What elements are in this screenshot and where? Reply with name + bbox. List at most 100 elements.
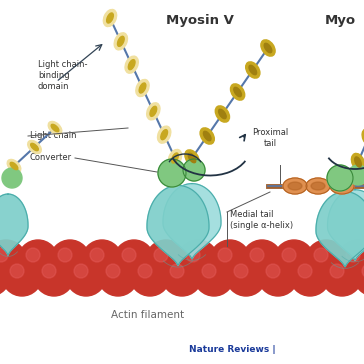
Circle shape xyxy=(354,256,364,296)
Polygon shape xyxy=(328,190,364,260)
Circle shape xyxy=(218,248,232,262)
Circle shape xyxy=(266,264,280,278)
Circle shape xyxy=(258,256,298,296)
Ellipse shape xyxy=(169,150,182,167)
Ellipse shape xyxy=(28,141,41,154)
Circle shape xyxy=(2,168,22,188)
Ellipse shape xyxy=(7,159,21,173)
Circle shape xyxy=(58,248,72,262)
Ellipse shape xyxy=(172,153,178,163)
Ellipse shape xyxy=(261,40,275,56)
Circle shape xyxy=(34,256,74,296)
Circle shape xyxy=(158,159,186,187)
Ellipse shape xyxy=(283,178,307,194)
Circle shape xyxy=(226,256,266,296)
Circle shape xyxy=(186,248,200,262)
Ellipse shape xyxy=(125,56,138,73)
Ellipse shape xyxy=(128,60,135,70)
Text: Myosin V: Myosin V xyxy=(166,14,234,27)
Text: Converter: Converter xyxy=(30,154,72,162)
Circle shape xyxy=(42,264,56,278)
Circle shape xyxy=(210,240,250,280)
Ellipse shape xyxy=(188,153,196,163)
Ellipse shape xyxy=(147,103,160,120)
Circle shape xyxy=(26,248,40,262)
Circle shape xyxy=(170,264,184,278)
Polygon shape xyxy=(0,194,28,255)
Circle shape xyxy=(138,264,152,278)
Circle shape xyxy=(330,264,344,278)
Circle shape xyxy=(314,248,328,262)
Ellipse shape xyxy=(311,182,325,190)
Ellipse shape xyxy=(114,33,127,50)
Text: Light chain: Light chain xyxy=(30,131,76,139)
Ellipse shape xyxy=(51,124,59,132)
Ellipse shape xyxy=(161,130,167,140)
Ellipse shape xyxy=(335,182,349,190)
Circle shape xyxy=(10,264,24,278)
Ellipse shape xyxy=(200,128,214,144)
Ellipse shape xyxy=(264,43,272,53)
Circle shape xyxy=(154,248,168,262)
Circle shape xyxy=(282,248,296,262)
Text: Nature Reviews |: Nature Reviews | xyxy=(189,345,275,354)
Circle shape xyxy=(327,165,353,191)
Ellipse shape xyxy=(234,87,241,97)
Circle shape xyxy=(298,264,312,278)
Circle shape xyxy=(0,240,26,280)
Ellipse shape xyxy=(219,109,226,119)
Circle shape xyxy=(290,256,330,296)
Circle shape xyxy=(90,248,104,262)
Circle shape xyxy=(98,256,138,296)
Circle shape xyxy=(82,240,122,280)
Circle shape xyxy=(250,248,264,262)
Ellipse shape xyxy=(230,84,245,100)
Ellipse shape xyxy=(107,13,113,23)
Circle shape xyxy=(122,248,136,262)
Ellipse shape xyxy=(203,131,211,141)
Circle shape xyxy=(50,240,90,280)
Text: Proximal
tail: Proximal tail xyxy=(252,128,288,148)
Circle shape xyxy=(178,240,218,280)
Circle shape xyxy=(0,248,8,262)
Circle shape xyxy=(74,264,88,278)
Text: Actin filament: Actin filament xyxy=(111,310,185,320)
Ellipse shape xyxy=(10,162,18,170)
Circle shape xyxy=(362,264,364,278)
Ellipse shape xyxy=(249,65,257,75)
Circle shape xyxy=(346,248,360,262)
Text: Myo: Myo xyxy=(325,14,356,27)
Ellipse shape xyxy=(139,83,146,93)
Polygon shape xyxy=(163,183,221,258)
Circle shape xyxy=(106,264,120,278)
Circle shape xyxy=(348,165,364,185)
Circle shape xyxy=(234,264,248,278)
Circle shape xyxy=(146,240,186,280)
Ellipse shape xyxy=(31,143,38,151)
Ellipse shape xyxy=(215,106,230,122)
Circle shape xyxy=(183,159,205,181)
Ellipse shape xyxy=(118,36,124,46)
Circle shape xyxy=(66,256,106,296)
Circle shape xyxy=(0,256,10,296)
Circle shape xyxy=(130,256,170,296)
Polygon shape xyxy=(147,185,209,265)
Ellipse shape xyxy=(48,122,62,135)
Ellipse shape xyxy=(306,178,330,194)
Ellipse shape xyxy=(136,79,149,96)
Circle shape xyxy=(18,240,58,280)
Circle shape xyxy=(162,256,202,296)
Circle shape xyxy=(2,256,42,296)
Ellipse shape xyxy=(330,178,354,194)
Ellipse shape xyxy=(103,9,116,27)
Ellipse shape xyxy=(246,62,260,78)
Text: Medial tail
(single α-helix): Medial tail (single α-helix) xyxy=(230,210,293,230)
Circle shape xyxy=(194,256,234,296)
Ellipse shape xyxy=(150,106,157,116)
Circle shape xyxy=(114,240,154,280)
Ellipse shape xyxy=(362,129,364,146)
Ellipse shape xyxy=(158,126,171,143)
Circle shape xyxy=(322,256,362,296)
Circle shape xyxy=(274,240,314,280)
Circle shape xyxy=(242,240,282,280)
